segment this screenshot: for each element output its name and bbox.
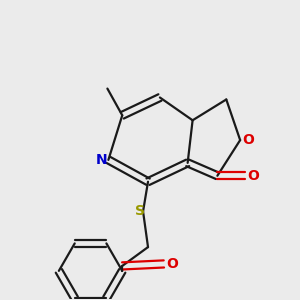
Text: N: N	[96, 153, 107, 167]
Text: S: S	[135, 204, 145, 218]
Text: O: O	[247, 169, 259, 183]
Text: O: O	[242, 133, 254, 147]
Text: O: O	[166, 257, 178, 271]
